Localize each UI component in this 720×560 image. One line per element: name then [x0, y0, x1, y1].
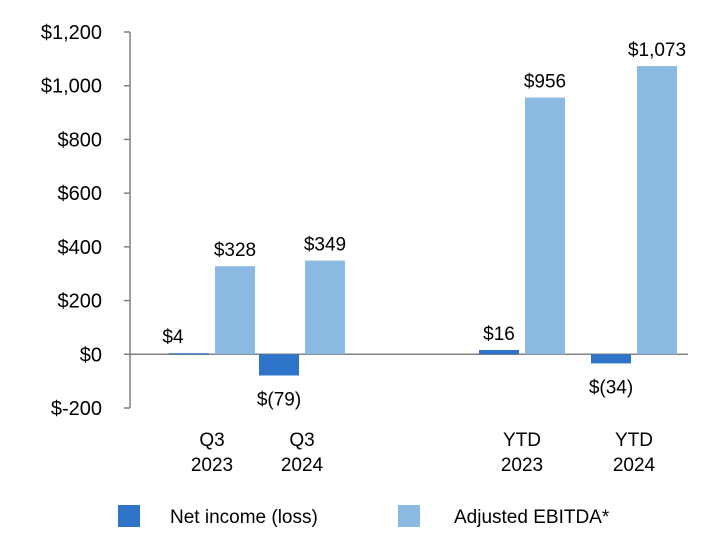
legend-swatch — [398, 505, 420, 527]
y-tick-label: $800 — [58, 129, 103, 151]
bar-adjusted-ebitda — [215, 266, 255, 355]
category-label-line2: 2023 — [501, 455, 543, 476]
y-tick-label: $-200 — [51, 398, 102, 420]
y-tick-label: $600 — [58, 183, 103, 205]
bar-adjusted-ebitda — [637, 66, 677, 355]
bar-net-income — [591, 354, 631, 364]
category-label-line1: YTD — [615, 430, 653, 451]
data-label: $4 — [162, 327, 184, 348]
data-label: $349 — [304, 235, 346, 256]
legend-label: Adjusted EBITDA* — [454, 507, 610, 528]
legend-swatch — [118, 505, 140, 527]
data-label: $956 — [524, 72, 566, 93]
data-label: $16 — [483, 324, 515, 345]
bar-net-income — [479, 349, 519, 355]
legend-label: Net income (loss) — [170, 507, 318, 528]
bar-net-income — [259, 354, 299, 376]
y-tick-label: $200 — [58, 291, 103, 313]
category-label-line2: 2024 — [281, 455, 324, 476]
category-label-line1: Q3 — [199, 430, 224, 451]
bar-adjusted-ebitda — [525, 97, 565, 355]
bar-net-income — [169, 353, 209, 355]
data-labels: $4 $(79) $16 $(34) $328 $349 $956 $1,073 — [162, 40, 686, 410]
category-label-line2: 2024 — [613, 455, 656, 476]
y-tick-label: $1,000 — [41, 76, 102, 98]
legend: Net income (loss) Adjusted EBITDA* — [118, 505, 610, 528]
data-label: $(34) — [589, 377, 633, 398]
bar-adjusted-ebitda — [305, 260, 345, 355]
y-tick-label: $1,200 — [41, 22, 102, 44]
category-label-line1: Q3 — [289, 430, 314, 451]
category-label-line2: 2023 — [191, 455, 233, 476]
data-label: $1,073 — [628, 40, 686, 61]
axes: $1,200 $1,000 $800 $600 $400 $200 $0 $-200 Q3 202… — [41, 22, 688, 476]
data-label: $(79) — [257, 390, 301, 411]
y-tick-label: $400 — [58, 237, 103, 259]
category-label-line1: YTD — [503, 430, 541, 451]
y-tick-label: $0 — [80, 344, 102, 366]
bars — [169, 66, 677, 376]
data-label: $328 — [214, 240, 256, 261]
